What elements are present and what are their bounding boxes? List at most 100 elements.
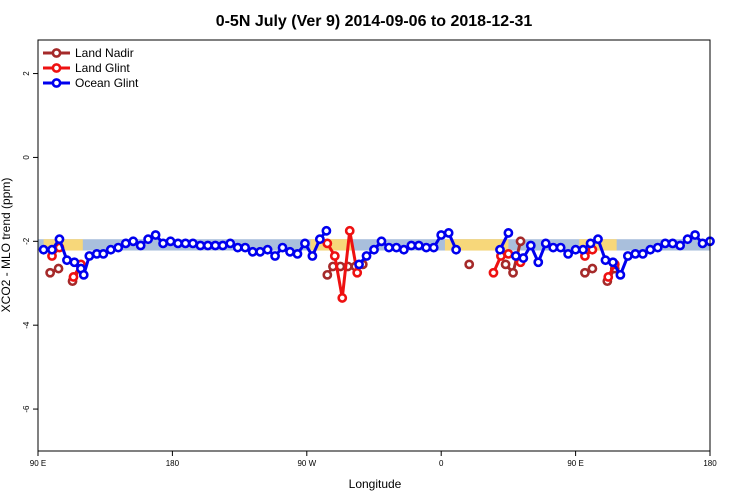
y-tick-label: -4 — [22, 321, 31, 329]
data-point-0 — [464, 259, 475, 270]
data-point-2 — [369, 244, 379, 255]
data-point-2 — [165, 236, 176, 247]
land-band-segment — [444, 239, 509, 251]
data-point-2 — [307, 251, 318, 261]
y-axis-title: XCO2 - MLO trend (ppm) — [0, 178, 13, 313]
legend-label-2: Ocean Glint — [75, 76, 139, 90]
data-point-2 — [384, 242, 394, 253]
legend-label-1: Land Glint — [75, 61, 130, 75]
x-tick-label: 180 — [703, 459, 717, 468]
data-point-2 — [533, 257, 544, 268]
data-point-2 — [78, 269, 89, 280]
data-point-2 — [376, 236, 387, 247]
data-point-2 — [240, 242, 251, 253]
data-point-2 — [128, 236, 139, 247]
data-point-0 — [500, 259, 511, 270]
data-point-2 — [255, 246, 266, 257]
data-point-2 — [451, 244, 462, 255]
data-point-2 — [210, 240, 221, 251]
data-point-2 — [570, 244, 581, 255]
data-point-0 — [45, 267, 56, 278]
legend-label-0: Land Nadir — [75, 46, 134, 60]
data-point-0 — [322, 269, 333, 280]
data-point-2 — [321, 225, 332, 236]
x-tick-label: 0 — [439, 459, 444, 468]
data-point-2 — [690, 230, 700, 240]
data-point-2 — [285, 246, 295, 257]
data-point-2 — [300, 238, 310, 249]
data-point-2 — [495, 244, 505, 255]
data-point-2 — [158, 238, 168, 249]
data-point-2 — [593, 234, 603, 245]
data-point-1 — [322, 238, 333, 249]
data-point-2 — [421, 242, 432, 253]
plot-frame — [37, 39, 711, 452]
data-point-2 — [195, 240, 206, 251]
data-point-2 — [406, 240, 417, 251]
data-point-0 — [53, 263, 64, 274]
data-point-2 — [608, 257, 618, 268]
data-point-2 — [436, 230, 447, 240]
data-point-2 — [630, 248, 641, 259]
data-point-2 — [637, 248, 648, 259]
data-point-2 — [113, 242, 124, 253]
data-point-2 — [518, 253, 529, 263]
data-point-2 — [247, 246, 258, 257]
data-point-2 — [54, 234, 65, 245]
data-point-2 — [202, 240, 213, 251]
legend-marker-0 — [51, 48, 62, 58]
legend-marker-2 — [51, 78, 62, 88]
data-point-2 — [262, 244, 273, 255]
data-point-1 — [603, 272, 614, 282]
data-point-2 — [398, 244, 409, 255]
data-point-2 — [645, 244, 656, 255]
data-point-2 — [143, 234, 154, 245]
data-point-0 — [580, 267, 590, 278]
data-point-2 — [69, 257, 80, 268]
data-point-2 — [84, 251, 95, 261]
data-point-2 — [173, 238, 183, 249]
data-point-1 — [344, 225, 355, 236]
data-point-2 — [578, 244, 588, 255]
x-tick-label: 90 E — [30, 459, 46, 468]
data-point-2 — [667, 238, 678, 249]
data-point-2 — [62, 255, 72, 266]
data-point-2 — [555, 242, 566, 253]
x-tick-label: 180 — [166, 459, 180, 468]
data-point-1 — [337, 293, 348, 303]
data-point-2 — [510, 251, 521, 261]
legend-marker-1 — [51, 63, 62, 73]
data-point-2 — [675, 240, 686, 251]
data-point-1 — [488, 267, 499, 278]
data-point-2 — [105, 244, 116, 255]
chart-title: 0-5N July (Ver 9) 2014-09-06 to 2018-12-… — [216, 13, 533, 30]
data-point-2 — [232, 242, 243, 253]
data-point-1 — [68, 272, 79, 282]
x-tick-label: 90 W — [297, 459, 316, 468]
data-point-2 — [292, 248, 303, 259]
data-point-2 — [391, 242, 402, 253]
data-point-2 — [120, 238, 131, 249]
data-point-1 — [352, 267, 363, 278]
data-point-2 — [652, 242, 663, 253]
data-point-2 — [270, 251, 280, 261]
x-axis-title: Longitude — [349, 477, 402, 491]
data-point-0 — [515, 236, 526, 247]
data-point-2 — [600, 255, 611, 266]
data-point-2 — [38, 244, 49, 255]
y-tick-label: 0 — [22, 155, 31, 160]
data-point-2 — [585, 238, 596, 249]
data-point-2 — [428, 242, 439, 253]
data-point-2 — [443, 228, 454, 238]
data-point-2 — [180, 238, 191, 249]
data-point-2 — [98, 248, 109, 259]
data-point-2 — [361, 251, 372, 261]
data-point-2 — [503, 228, 514, 238]
data-point-2 — [660, 238, 671, 249]
data-point-2 — [525, 240, 536, 251]
data-point-2 — [150, 230, 161, 240]
y-tick-label: -2 — [22, 237, 31, 245]
y-tick-label: 2 — [22, 71, 31, 76]
